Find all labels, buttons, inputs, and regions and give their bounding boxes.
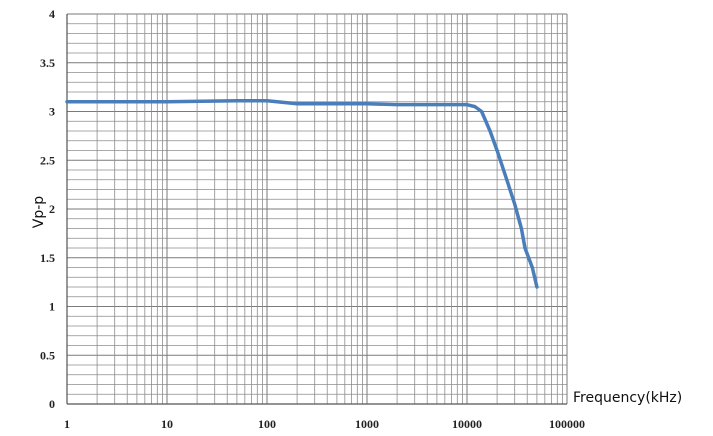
y-tick-label: 2 [49,202,55,216]
x-tick-label: 10 [161,417,173,431]
tick-labels: 1 10 100 1000 10000 100000 0 0.5 1 1.5 2 2.5 3 3.5 4 [40,7,585,431]
x-axis-title: Frequency(kHz) [573,390,682,406]
y-tick-label: 2.5 [40,153,55,167]
y-tick-label: 1.5 [40,251,55,265]
y-tick-label: 0 [49,397,55,411]
x-tick-label: 100 [258,417,276,431]
y-tick-label: 4 [49,7,55,21]
x-tick-label: 10000 [452,417,482,431]
y-tick-label: 1 [49,300,55,314]
series-line [65,99,539,289]
x-tick-label: 1000 [355,417,379,431]
series-layer [65,99,539,289]
y-tick-label: 3 [49,105,55,119]
x-tick-label: 1 [64,417,70,431]
x-tick-label: 100000 [549,417,585,431]
y-tick-label: 3.5 [40,56,55,70]
grid [66,13,568,405]
y-axis-title: Vp-p [31,196,47,229]
y-tick-label: 0.5 [40,348,55,362]
